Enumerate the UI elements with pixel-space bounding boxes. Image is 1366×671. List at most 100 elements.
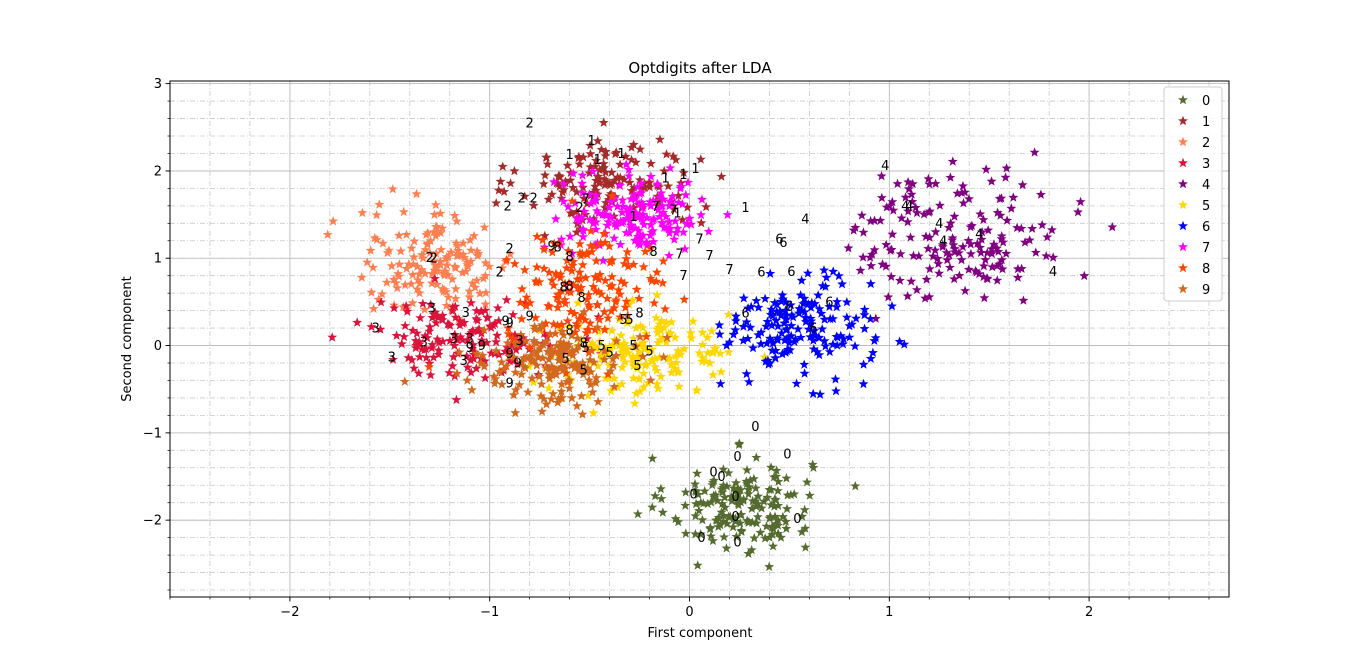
point-digit-6 bbox=[831, 331, 842, 341]
point-digit-1 bbox=[600, 202, 611, 213]
y-tick-label: 1 bbox=[154, 252, 162, 267]
point-digit-6 bbox=[774, 306, 785, 317]
point-digit-0 bbox=[782, 490, 793, 500]
point-digit-8 bbox=[649, 298, 660, 308]
point-digit-8 bbox=[631, 284, 642, 294]
legend-marker bbox=[1178, 283, 1188, 294]
point-digit-7 bbox=[678, 227, 689, 237]
point-digit-1 bbox=[598, 117, 609, 127]
point-digit-0 bbox=[744, 481, 754, 492]
point-digit-6 bbox=[742, 333, 753, 343]
annotation-label: 4 bbox=[901, 199, 909, 214]
point-digit-3 bbox=[504, 356, 515, 366]
point-digit-8 bbox=[679, 294, 690, 304]
point-digit-8 bbox=[539, 244, 549, 254]
point-digit-9 bbox=[538, 339, 549, 349]
point-digit-8 bbox=[641, 331, 652, 341]
point-digit-1 bbox=[626, 142, 637, 152]
point-digit-8 bbox=[567, 260, 578, 270]
point-digit-7 bbox=[549, 176, 559, 187]
point-digit-4 bbox=[903, 177, 914, 187]
point-digit-6 bbox=[865, 278, 876, 289]
point-digit-4 bbox=[958, 180, 968, 191]
point-digit-4 bbox=[867, 249, 877, 259]
legend-label: 2 bbox=[1202, 136, 1210, 151]
point-digit-1 bbox=[568, 182, 578, 192]
point-digit-0 bbox=[746, 503, 757, 513]
point-digit-4 bbox=[924, 179, 935, 189]
point-digit-7 bbox=[585, 214, 595, 224]
point-digit-8 bbox=[600, 275, 611, 285]
point-digit-3 bbox=[415, 312, 426, 323]
point-digit-6 bbox=[844, 332, 855, 342]
annotation-label: 3 bbox=[388, 350, 396, 365]
point-digit-8 bbox=[615, 289, 625, 299]
point-digit-2 bbox=[479, 222, 490, 232]
point-digit-5 bbox=[637, 322, 648, 332]
point-digit-1 bbox=[635, 174, 645, 185]
point-digit-8 bbox=[552, 320, 563, 330]
point-digit-8 bbox=[593, 286, 604, 297]
point-digit-5 bbox=[653, 383, 663, 393]
point-digit-7 bbox=[686, 219, 696, 229]
point-digit-6 bbox=[761, 338, 772, 348]
point-digit-0 bbox=[717, 498, 728, 509]
point-digit-8 bbox=[645, 273, 656, 283]
y-tick-label: 3 bbox=[154, 77, 162, 92]
point-digit-2 bbox=[395, 246, 406, 256]
point-digit-1 bbox=[556, 193, 567, 203]
point-digit-9 bbox=[534, 343, 545, 354]
point-digit-9 bbox=[546, 394, 557, 404]
point-digit-7 bbox=[556, 234, 567, 244]
point-digit-2 bbox=[409, 236, 420, 246]
point-digit-4 bbox=[1016, 223, 1027, 233]
annotation-label: 9 bbox=[514, 357, 522, 372]
point-digit-7 bbox=[658, 194, 669, 204]
point-digit-5 bbox=[629, 398, 640, 408]
point-digit-5 bbox=[600, 343, 611, 353]
point-digit-0 bbox=[710, 490, 721, 500]
point-digit-5 bbox=[635, 320, 646, 331]
point-digit-5 bbox=[679, 343, 690, 354]
annotation-label: 2 bbox=[575, 201, 583, 216]
point-digit-9 bbox=[556, 379, 567, 389]
point-digit-2 bbox=[464, 286, 475, 296]
point-digit-8 bbox=[565, 306, 576, 316]
point-digit-9 bbox=[529, 335, 540, 345]
point-digit-5 bbox=[674, 381, 685, 391]
point-digit-4 bbox=[913, 251, 924, 261]
point-digit-7 bbox=[696, 209, 706, 220]
point-digit-9 bbox=[555, 342, 565, 353]
point-digit-4 bbox=[943, 222, 954, 232]
point-digit-7 bbox=[578, 225, 589, 235]
point-digit-9 bbox=[536, 391, 546, 401]
point-digit-4 bbox=[1018, 295, 1029, 305]
point-digit-1 bbox=[560, 176, 571, 186]
point-digit-8 bbox=[589, 241, 600, 251]
point-digit-2 bbox=[429, 256, 439, 266]
point-digit-6 bbox=[870, 332, 881, 343]
point-digit-4 bbox=[997, 264, 1008, 274]
point-digit-1 bbox=[499, 186, 510, 196]
point-digit-5 bbox=[631, 322, 642, 333]
point-digit-3 bbox=[466, 367, 477, 377]
annotation-label: 5 bbox=[645, 344, 653, 359]
point-digit-9 bbox=[476, 358, 486, 368]
point-digit-4 bbox=[965, 239, 976, 249]
point-digit-1 bbox=[571, 206, 582, 216]
point-digit-9 bbox=[580, 366, 591, 377]
point-digit-1 bbox=[673, 190, 684, 200]
point-digit-7 bbox=[663, 223, 674, 233]
point-digit-4 bbox=[996, 233, 1007, 244]
point-digit-0 bbox=[720, 502, 730, 512]
point-digit-7 bbox=[584, 189, 595, 199]
point-digit-0 bbox=[808, 462, 819, 472]
point-digit-2 bbox=[458, 249, 469, 259]
point-digit-9 bbox=[599, 346, 610, 356]
point-digit-6 bbox=[814, 349, 825, 360]
annotation-label: 5 bbox=[561, 352, 569, 367]
point-digit-1 bbox=[541, 152, 552, 162]
point-digit-4 bbox=[1012, 263, 1023, 274]
point-digit-0 bbox=[727, 495, 737, 506]
